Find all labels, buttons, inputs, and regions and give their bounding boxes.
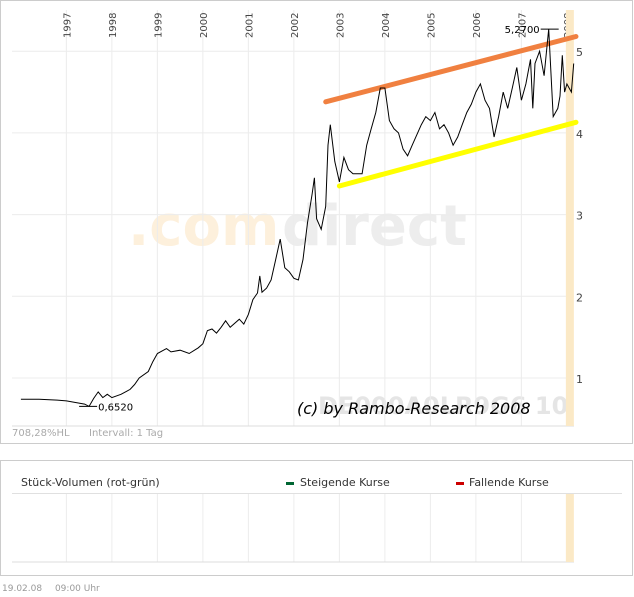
watermark-direct: direct	[282, 194, 467, 259]
legend-down-label: Fallende Kurse	[469, 476, 549, 489]
legend-up-label: Steigende Kurse	[300, 476, 390, 489]
x-tick-label: 2002	[290, 13, 301, 38]
annotations: 0,6520 5,2700	[79, 25, 559, 413]
interval-info: Intervall: 1 Tag	[89, 428, 163, 439]
main-chart-frame	[0, 0, 633, 444]
price-line	[20, 29, 575, 408]
volume-panel-frame	[0, 460, 633, 576]
x-tick-label: 2006	[472, 13, 483, 38]
annotation-label: 0,6520	[98, 402, 133, 413]
symbol-ghost: DE000A0LR9G6 10	[318, 392, 568, 420]
x-tick-label: 2007	[517, 13, 528, 38]
y-tick-label: 5	[576, 46, 583, 59]
copyright-text: (c) by Rambo-Research 2008	[297, 399, 531, 418]
watermark-com: .com	[128, 194, 279, 259]
grid-lines	[12, 10, 574, 427]
x-tick-label: 1999	[153, 13, 164, 38]
trend-line-1	[336, 119, 579, 189]
y-tick-label: 4	[576, 128, 583, 141]
volume-highlight	[565, 494, 574, 562]
annotation-label: 5,2700	[505, 25, 540, 36]
x-tick-label: 2001	[244, 13, 255, 38]
y-tick-label: 2	[576, 291, 583, 304]
trend-lines	[323, 33, 579, 189]
y-tick-label: 1	[576, 373, 583, 386]
footer-time: 09:00 Uhr	[54, 584, 100, 594]
x-tick-label: 1998	[108, 13, 119, 38]
volume-title: Stück-Volumen (rot-grün)	[21, 476, 160, 489]
footer-date: 19.02.08	[2, 584, 43, 594]
x-tick-label: 2005	[426, 13, 437, 38]
y-axis-labels: 1 2 3 4 5	[576, 46, 583, 386]
legend-up-swatch	[286, 482, 294, 485]
volume-grid	[12, 494, 574, 563]
x-axis-labels: 1997 1998 1999 2000 2001 2002 2003 2004 2005 2006…	[62, 13, 574, 38]
x-tick-label: 2003	[335, 13, 346, 38]
trend-line-0	[323, 33, 579, 105]
legend-down-swatch	[456, 482, 464, 485]
y-tick-label: 3	[576, 210, 583, 223]
current-period-highlight	[565, 10, 574, 426]
perf-info: 708,28%HL	[12, 428, 70, 439]
x-tick-label: 2004	[381, 13, 392, 38]
footer: 19.02.08 09:00 Uhr	[2, 584, 110, 594]
x-tick-label: 2000	[199, 13, 210, 38]
x-tick-label: 1997	[62, 13, 73, 38]
